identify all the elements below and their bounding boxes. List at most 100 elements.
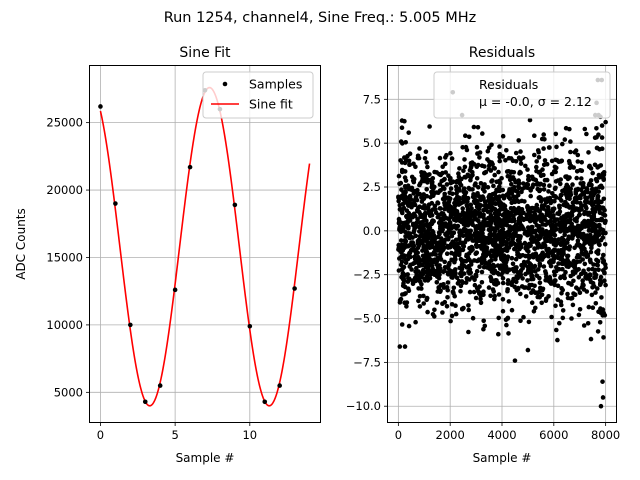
residual-point	[514, 274, 519, 279]
residual-point	[429, 189, 434, 195]
residual-point	[551, 237, 557, 243]
residual-point	[546, 219, 551, 225]
residual-point	[594, 178, 600, 184]
residual-point	[516, 285, 521, 291]
residual-point	[440, 310, 445, 315]
residuals-ytick-label: −5.0	[353, 312, 381, 326]
residual-point	[459, 273, 464, 279]
residual-outlier-point	[567, 126, 572, 132]
residual-point	[456, 174, 462, 180]
residual-point	[477, 211, 483, 216]
residual-point	[540, 286, 546, 292]
residual-point	[594, 257, 599, 263]
residual-point	[506, 194, 512, 200]
residual-point	[531, 265, 537, 270]
residual-point	[513, 256, 519, 262]
residual-point	[453, 257, 458, 262]
residual-point	[587, 227, 592, 233]
residual-point	[590, 200, 595, 206]
residual-point	[401, 281, 406, 286]
residual-point	[403, 234, 408, 239]
residual-point	[460, 199, 466, 205]
residual-point	[596, 224, 602, 229]
residual-point	[489, 179, 494, 184]
residual-point	[472, 277, 477, 283]
residual-point	[557, 320, 562, 326]
residual-point	[402, 300, 407, 306]
residual-point	[601, 252, 606, 258]
residual-point	[509, 282, 514, 288]
residual-point	[459, 219, 465, 225]
residual-point	[601, 177, 606, 183]
residual-point	[584, 222, 589, 228]
residual-point	[417, 294, 423, 299]
residual-point	[460, 233, 466, 238]
residual-point	[518, 268, 524, 273]
residual-point	[559, 261, 565, 267]
residual-point	[583, 204, 588, 209]
residual-point	[575, 186, 581, 192]
residual-point	[589, 245, 594, 251]
residual-point	[582, 199, 588, 204]
residual-point	[452, 272, 458, 278]
residual-point	[553, 243, 558, 248]
residual-point	[576, 312, 582, 318]
residual-point	[472, 231, 478, 236]
residual-point	[582, 241, 587, 246]
residual-point	[433, 252, 439, 257]
residual-point	[590, 186, 595, 192]
residual-point	[460, 206, 466, 211]
residual-point	[509, 181, 514, 187]
residual-point	[571, 258, 577, 264]
residual-point	[603, 230, 608, 236]
residual-point	[488, 168, 494, 173]
residual-point	[577, 307, 583, 312]
residual-outlier-point	[525, 347, 531, 353]
residual-point	[466, 307, 472, 313]
residual-point	[419, 231, 425, 236]
residual-point	[424, 187, 430, 192]
residual-point	[461, 244, 467, 249]
residual-point	[595, 251, 601, 256]
residual-point	[497, 158, 503, 164]
residual-point	[518, 161, 524, 166]
residual-point	[501, 202, 506, 207]
residual-point	[578, 245, 584, 250]
residual-point	[515, 225, 520, 230]
residual-point	[577, 233, 582, 239]
residual-point	[477, 225, 483, 230]
residual-point	[543, 217, 548, 223]
residual-point	[544, 211, 549, 217]
residual-point	[431, 186, 436, 191]
residual-point	[473, 237, 479, 242]
residual-point	[511, 227, 517, 232]
residuals-xtick-label: 4000	[487, 428, 516, 442]
residual-point	[567, 161, 572, 166]
residual-point	[564, 258, 569, 263]
residual-point	[449, 156, 455, 161]
residual-point	[402, 229, 408, 235]
residual-point	[532, 133, 537, 138]
residual-point	[504, 257, 510, 263]
residual-point	[518, 149, 523, 154]
residual-point	[589, 292, 595, 298]
residual-point	[499, 266, 504, 271]
residual-point	[586, 236, 592, 242]
residual-point	[454, 187, 459, 193]
residual-point	[543, 237, 548, 242]
residual-point	[435, 264, 441, 270]
residual-point	[555, 337, 560, 343]
residual-point	[504, 148, 509, 153]
residual-point	[492, 172, 498, 178]
residual-point	[584, 289, 590, 294]
residual-point	[445, 270, 451, 275]
residual-point	[474, 268, 480, 274]
residual-point	[429, 200, 435, 206]
residual-point	[514, 194, 519, 200]
residual-point	[437, 244, 442, 249]
residual-point	[541, 132, 546, 137]
residual-point	[438, 206, 443, 211]
residual-point	[457, 228, 463, 233]
residual-point	[566, 219, 571, 225]
residual-point	[473, 295, 479, 301]
